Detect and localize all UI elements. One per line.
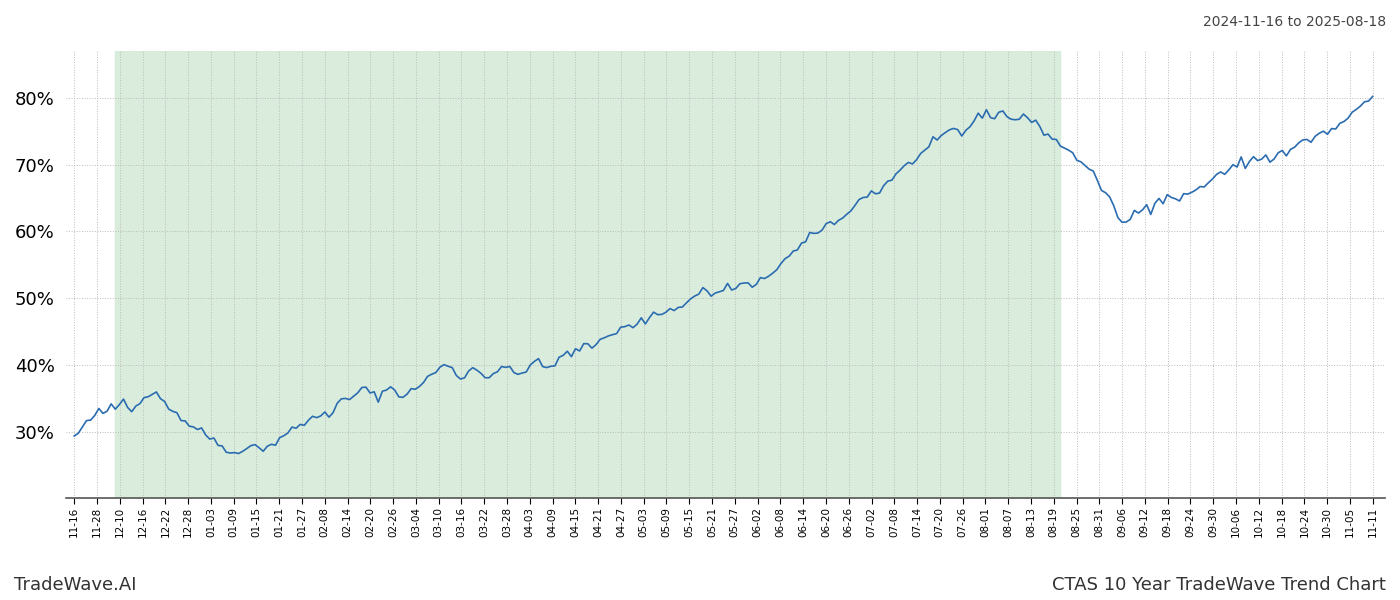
Text: CTAS 10 Year TradeWave Trend Chart: CTAS 10 Year TradeWave Trend Chart [1053,576,1386,594]
Text: TradeWave.AI: TradeWave.AI [14,576,137,594]
Text: 2024-11-16 to 2025-08-18: 2024-11-16 to 2025-08-18 [1203,15,1386,29]
Bar [115,51,1060,499]
